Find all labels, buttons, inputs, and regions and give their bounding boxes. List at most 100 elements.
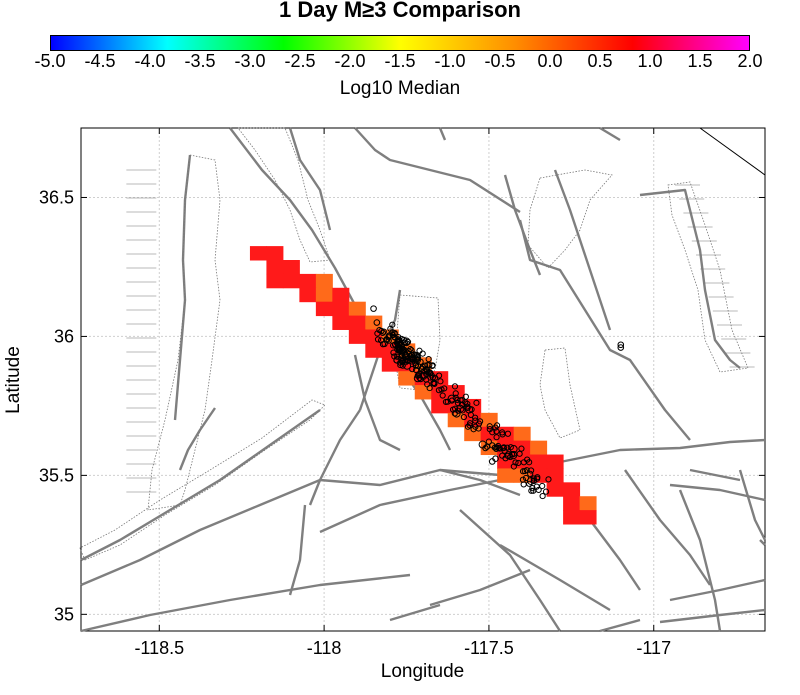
earthquake-markers [370,305,625,500]
forecast-cell [266,260,284,275]
earthquake-marker [545,476,552,483]
earthquake-marker [520,459,527,466]
earthquake-marker [542,488,550,495]
fault-line [669,578,766,602]
colorbar-tick-label: -1.5 [384,51,416,71]
earthquake-marker [466,422,473,429]
fault-zone-outline [147,154,221,511]
earthquake-marker [398,358,406,365]
earthquake-marker [493,434,500,441]
earthquake-marker [430,380,437,387]
fault-lines [79,126,767,633]
forecast-cell [332,315,350,330]
fault-line [689,468,741,482]
earthquake-marker [528,467,535,474]
colorbar-tick-label: -3.0 [234,51,266,71]
earthquake-marker [412,366,420,374]
earthquake-marker [413,374,422,383]
earthquake-marker [495,442,502,450]
x-tick-label: -118.5 [134,638,184,658]
earthquake-marker [459,407,466,414]
forecast-cell [464,398,482,414]
earthquake-marker [526,476,535,485]
forecast-cell [266,273,284,289]
fault-line [639,188,741,369]
colorbar-tick-label: -5.0 [34,51,66,71]
fault-line [599,618,641,633]
fault-zone-outline [539,347,581,439]
earthquake-marker [512,459,519,466]
earthquake-marker [412,359,419,367]
forecast-cell [282,260,300,275]
earthquake-marker [395,333,402,341]
fault-line [599,126,621,142]
earthquake-marker [493,428,500,435]
fault-line [499,543,611,612]
earthquake-marker [460,413,467,421]
earthquake-marker [408,347,415,354]
earthquake-marker [507,453,514,461]
colorbar-tick-label: -4.5 [84,51,116,71]
colorbar-tick-label: -3.5 [184,51,216,71]
colorbar-tick-label: 2.0 [737,51,763,71]
forecast-cell [315,273,333,289]
earthquake-marker [451,383,459,390]
colorbar-tick-label: -2.5 [284,51,316,71]
forecast-cell [447,385,465,400]
earthquake-marker [475,425,482,432]
fault-line [80,409,321,562]
earthquake-marker [419,350,426,357]
x-tick-label: -118 [307,638,342,658]
earthquake-marker [518,445,525,452]
earthquake-marker [426,361,433,368]
forecast-cell [282,273,300,289]
forecast-cell [480,412,498,428]
earthquake-marker [539,492,546,500]
fault-line [353,354,401,452]
fault-line [439,468,521,497]
earthquake-marker [429,374,436,381]
earthquake-marker [500,444,507,451]
fault-line [288,127,332,231]
earthquake-marker [381,340,388,348]
forecast-cell [348,301,366,317]
earthquake-marker [464,403,471,410]
fault-line [659,608,766,624]
earthquake-marker [387,325,394,332]
colorbar-tick-label: -4.0 [134,51,166,71]
earthquake-marker [526,480,533,487]
earthquake-marker [527,470,534,478]
fault-line [699,127,766,176]
fault-line [589,519,641,591]
earthquake-marker [379,329,386,336]
earthquake-marker [519,476,527,483]
forecast-cell [513,426,531,442]
earthquake-marker [404,338,412,346]
earthquake-marker [390,349,397,356]
x-tick-label: -117.5 [464,638,514,658]
earthquake-marker [437,378,444,385]
earthquake-marker [451,405,459,412]
y-tick-label: 36 [54,326,74,346]
earthquake-marker [435,387,443,394]
forecast-cell [563,496,581,511]
earthquake-marker [473,399,480,406]
forecast-cell [431,398,449,414]
earthquake-marker [402,351,409,358]
fault-line [459,509,562,632]
fault-zone-outline [237,127,331,263]
earthquake-marker [486,423,493,430]
earthquake-marker [439,392,446,399]
forecast-cell [348,315,366,330]
y-tick-label: 36.5 [39,187,74,207]
fault-line [389,603,441,622]
forecast-cell [579,496,597,511]
forecast-cell [266,246,284,261]
earthquake-marker [504,444,511,451]
earthquake-marker [516,450,523,457]
earthquake-marker [425,356,432,363]
forecast-cell [447,412,465,428]
earthquake-marker [493,422,501,429]
forecast-cell [315,301,333,317]
fault-line [518,219,691,441]
